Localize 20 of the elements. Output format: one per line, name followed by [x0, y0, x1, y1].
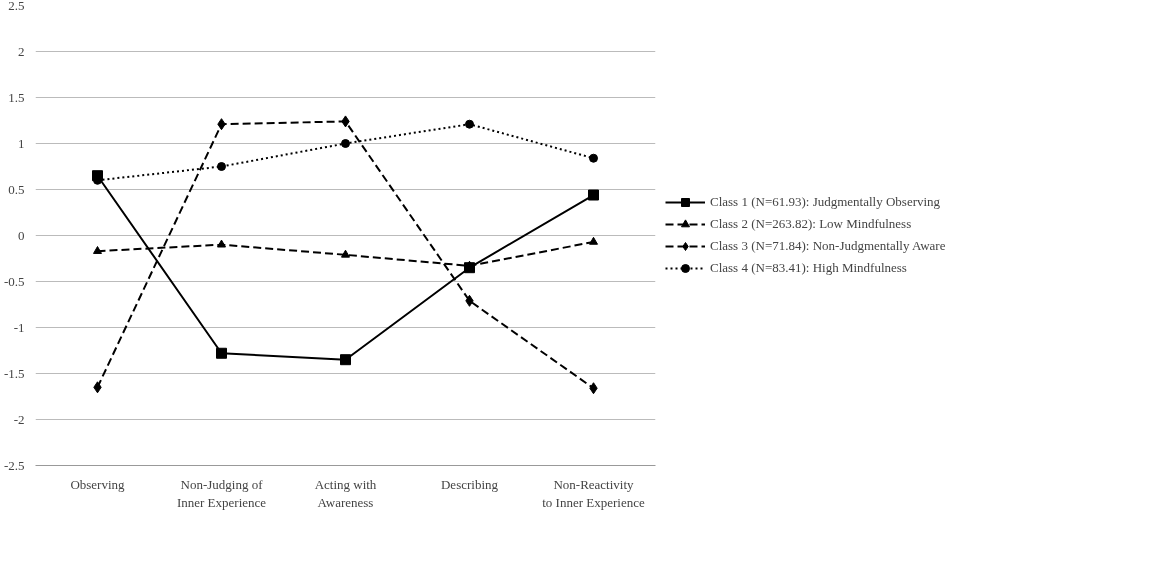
legend-label: Class 3 (N=71.84): Non-Judgmentally Aware	[710, 238, 946, 254]
legend-label: Class 1 (N=61.93): Judgmentally Observing	[710, 194, 941, 210]
x-tick-label: Non-Reactivity to Inner Experience	[542, 476, 645, 510]
y-tick-label: -1	[13, 319, 25, 335]
y-tick-label: 2	[18, 43, 25, 59]
legend-label: Class 2 (N=263.82): Low Mindfulness	[710, 216, 912, 232]
y-tick-label: -2	[13, 411, 25, 427]
x-tick-label: Describing	[440, 476, 499, 492]
y-tick-label: 1	[18, 135, 25, 151]
y-tick-label: 2.5	[8, 0, 25, 13]
y-tick-label: -0.5	[3, 273, 25, 289]
legend-label: Class 4 (N=83.41): High Mindfulness	[710, 260, 907, 276]
x-tick-label: Non-Judging of Inner Experience	[176, 476, 267, 510]
y-tick-label: 0.5	[8, 181, 25, 197]
x-tick-label: Acting with Awareness	[314, 476, 377, 510]
y-tick-label: 0	[18, 227, 25, 243]
y-tick-label: -1.5	[3, 365, 25, 381]
x-tick-label: Observing	[70, 476, 126, 492]
y-tick-label: 1.5	[8, 89, 25, 105]
y-tick-label: -2.5	[3, 457, 25, 473]
